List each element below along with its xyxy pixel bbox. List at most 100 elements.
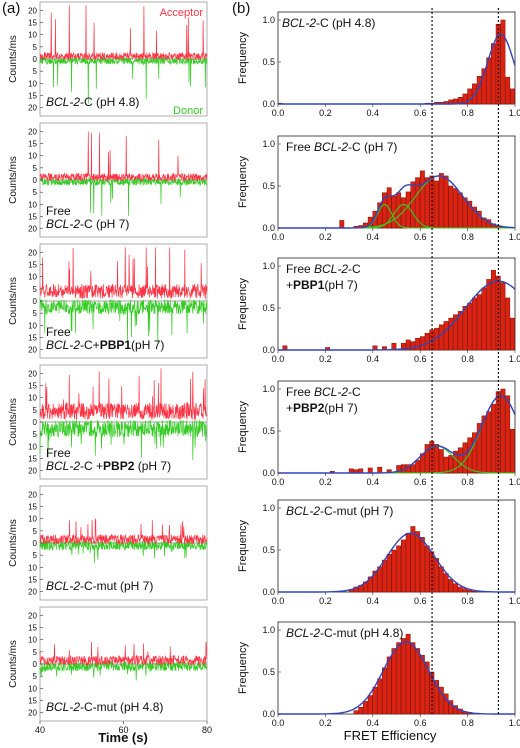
histogram-bar xyxy=(500,19,506,105)
trace-label: BCL-2-C (pH 7) xyxy=(46,217,129,231)
histogram-bar xyxy=(434,558,440,593)
histogram-bar xyxy=(505,76,511,105)
histogram-bar xyxy=(367,467,373,474)
y-tick-label: 0.0 xyxy=(262,709,275,719)
histogram-bar xyxy=(396,545,402,593)
y-tick-label: 5 xyxy=(33,67,38,76)
y-axis-label: Frequency xyxy=(237,401,249,453)
acceptor-trace xyxy=(39,247,208,300)
y-tick-label: 0.0 xyxy=(262,587,275,597)
x-tick-label: 0.6 xyxy=(414,596,427,606)
histogram-bar xyxy=(419,654,425,715)
y-tick-label: 20 xyxy=(28,225,37,234)
x-tick-label: 0.6 xyxy=(414,354,427,364)
gaussian-fit-total xyxy=(278,33,516,105)
y-tick-label: 0.5 xyxy=(262,57,275,67)
histogram-panel: 0.0 0.5 1.0 0.0 0.2 0.4 0.6 0.8 1.0 Frequency BCL-… xyxy=(237,11,520,118)
histogram-bar xyxy=(438,686,444,715)
y-axis-label: Frequency xyxy=(237,32,249,84)
x-tick-label: 0.0 xyxy=(272,232,285,242)
x-tick-label: 0.4 xyxy=(367,354,380,364)
histogram-bar xyxy=(448,455,454,474)
x-tick-label: 0.4 xyxy=(367,108,380,118)
fret-axis-label: FRET Efficiency xyxy=(344,728,437,743)
histogram-bar xyxy=(424,332,430,351)
histogram-bar xyxy=(372,686,378,715)
x-tick-label: 0.8 xyxy=(461,596,474,606)
histogram-bar xyxy=(453,705,458,715)
y-tick-label: 0 xyxy=(33,660,38,669)
x-tick-label: 0.0 xyxy=(272,596,285,606)
smfret-time-traces: 20 15 10 5 0 5 10 15 20 Counts/ms BCL-2-C (pH 4.8)… xyxy=(8,1,212,735)
histogram-bar xyxy=(505,297,511,351)
histogram-bar xyxy=(377,678,383,715)
y-tick-label: 15 xyxy=(28,455,37,464)
x-tick-label: 0.8 xyxy=(461,108,474,118)
y-tick-label: 10 xyxy=(28,31,37,40)
trace-label: Free xyxy=(46,204,71,218)
y-tick-label: 20 xyxy=(28,611,37,620)
histogram-bar xyxy=(476,423,482,474)
panel-label-b: (b) xyxy=(232,0,250,17)
trace-label: BCL-2-C (pH 4.8) xyxy=(46,95,139,109)
trace-label: BCL-2-C-mut (pH 4.8) xyxy=(46,700,163,714)
histogram-bar xyxy=(367,576,373,593)
histogram-bar xyxy=(410,642,416,715)
x-tick-label: 0.0 xyxy=(272,108,285,118)
time-axis-label: Time (s) xyxy=(98,730,148,745)
trace-label: BCL-2-C +PBP2 (pH 7) xyxy=(46,459,171,473)
histogram-bar xyxy=(434,180,440,229)
histogram-bar xyxy=(400,638,406,715)
x-tick-label: 0.2 xyxy=(319,718,332,728)
y-tick-label: 0.5 xyxy=(262,181,275,191)
y-tick-label: 0.0 xyxy=(262,99,275,109)
panel-label-a: (a) xyxy=(2,0,20,17)
y-tick-label: 0 xyxy=(33,539,38,548)
histogram-bar xyxy=(510,429,515,474)
histogram-title: BCL-2-C-mut (pH 4.8) xyxy=(286,626,403,640)
trace-label: Free xyxy=(46,446,71,460)
histogram-title: Free BCL-2-C (pH 7) xyxy=(286,140,397,154)
trace-label: Free xyxy=(46,325,71,339)
acceptor-trace xyxy=(39,518,208,546)
y-axis-label: Frequency xyxy=(237,278,249,330)
histogram-bar xyxy=(438,566,444,593)
y-tick-label: 1.0 xyxy=(262,503,275,513)
histogram-bar xyxy=(481,68,487,105)
donor-trace xyxy=(39,177,208,216)
histogram-bar xyxy=(457,586,463,593)
y-tick-label: 5 xyxy=(33,406,38,415)
histogram-bar xyxy=(415,648,421,715)
gaussian-fit-total xyxy=(278,641,515,715)
x-tick-label: 40 xyxy=(35,725,45,735)
histogram-bar xyxy=(386,553,392,593)
x-tick-label: 0.2 xyxy=(319,354,332,364)
y-tick-label: 1.0 xyxy=(262,139,275,149)
y-tick-label: 15 xyxy=(28,334,37,343)
trace-panel: 20 15 10 5 0 5 10 15 20 Counts/ms FreeBCL-2-C+PBP1… xyxy=(8,243,208,359)
histogram-panel: 0.0 0.5 1.0 0.0 0.2 0.4 0.6 0.8 1.0 Frequency BCL-… xyxy=(237,499,520,606)
y-tick-label: 0 xyxy=(33,418,38,427)
y-tick-label: 0.0 xyxy=(262,468,275,478)
histogram-panel: 0.0 0.5 1.0 0.0 0.2 0.4 0.6 0.8 1.0 Frequency Free… xyxy=(237,135,520,242)
histogram-panel: 0.0 0.5 1.0 0.0 0.2 0.4 0.6 0.8 1.0 Frequency BCL-… xyxy=(237,621,520,728)
histogram-bar xyxy=(467,590,473,593)
y-tick-label: 15 xyxy=(28,260,37,269)
histogram-bar xyxy=(419,336,425,351)
histogram-bar xyxy=(382,192,387,229)
histogram-bar xyxy=(400,343,406,351)
x-tick-label: 0.6 xyxy=(414,232,427,242)
y-tick-label: 1.0 xyxy=(262,625,275,635)
y-tick-label: 5 xyxy=(33,188,38,197)
x-tick-label: 1.0 xyxy=(509,596,520,606)
y-tick-label: 20 xyxy=(28,346,37,355)
x-tick-label: 1.0 xyxy=(509,108,520,118)
histogram-bar xyxy=(462,588,468,593)
histogram-bar xyxy=(424,545,430,593)
histogram-bar xyxy=(363,701,368,715)
histogram-bar xyxy=(443,456,449,474)
x-tick-label: 1.0 xyxy=(509,718,520,728)
y-tick-label: 10 xyxy=(28,200,37,209)
reference-lines xyxy=(431,8,500,716)
y-tick-label: 20 xyxy=(28,588,37,597)
